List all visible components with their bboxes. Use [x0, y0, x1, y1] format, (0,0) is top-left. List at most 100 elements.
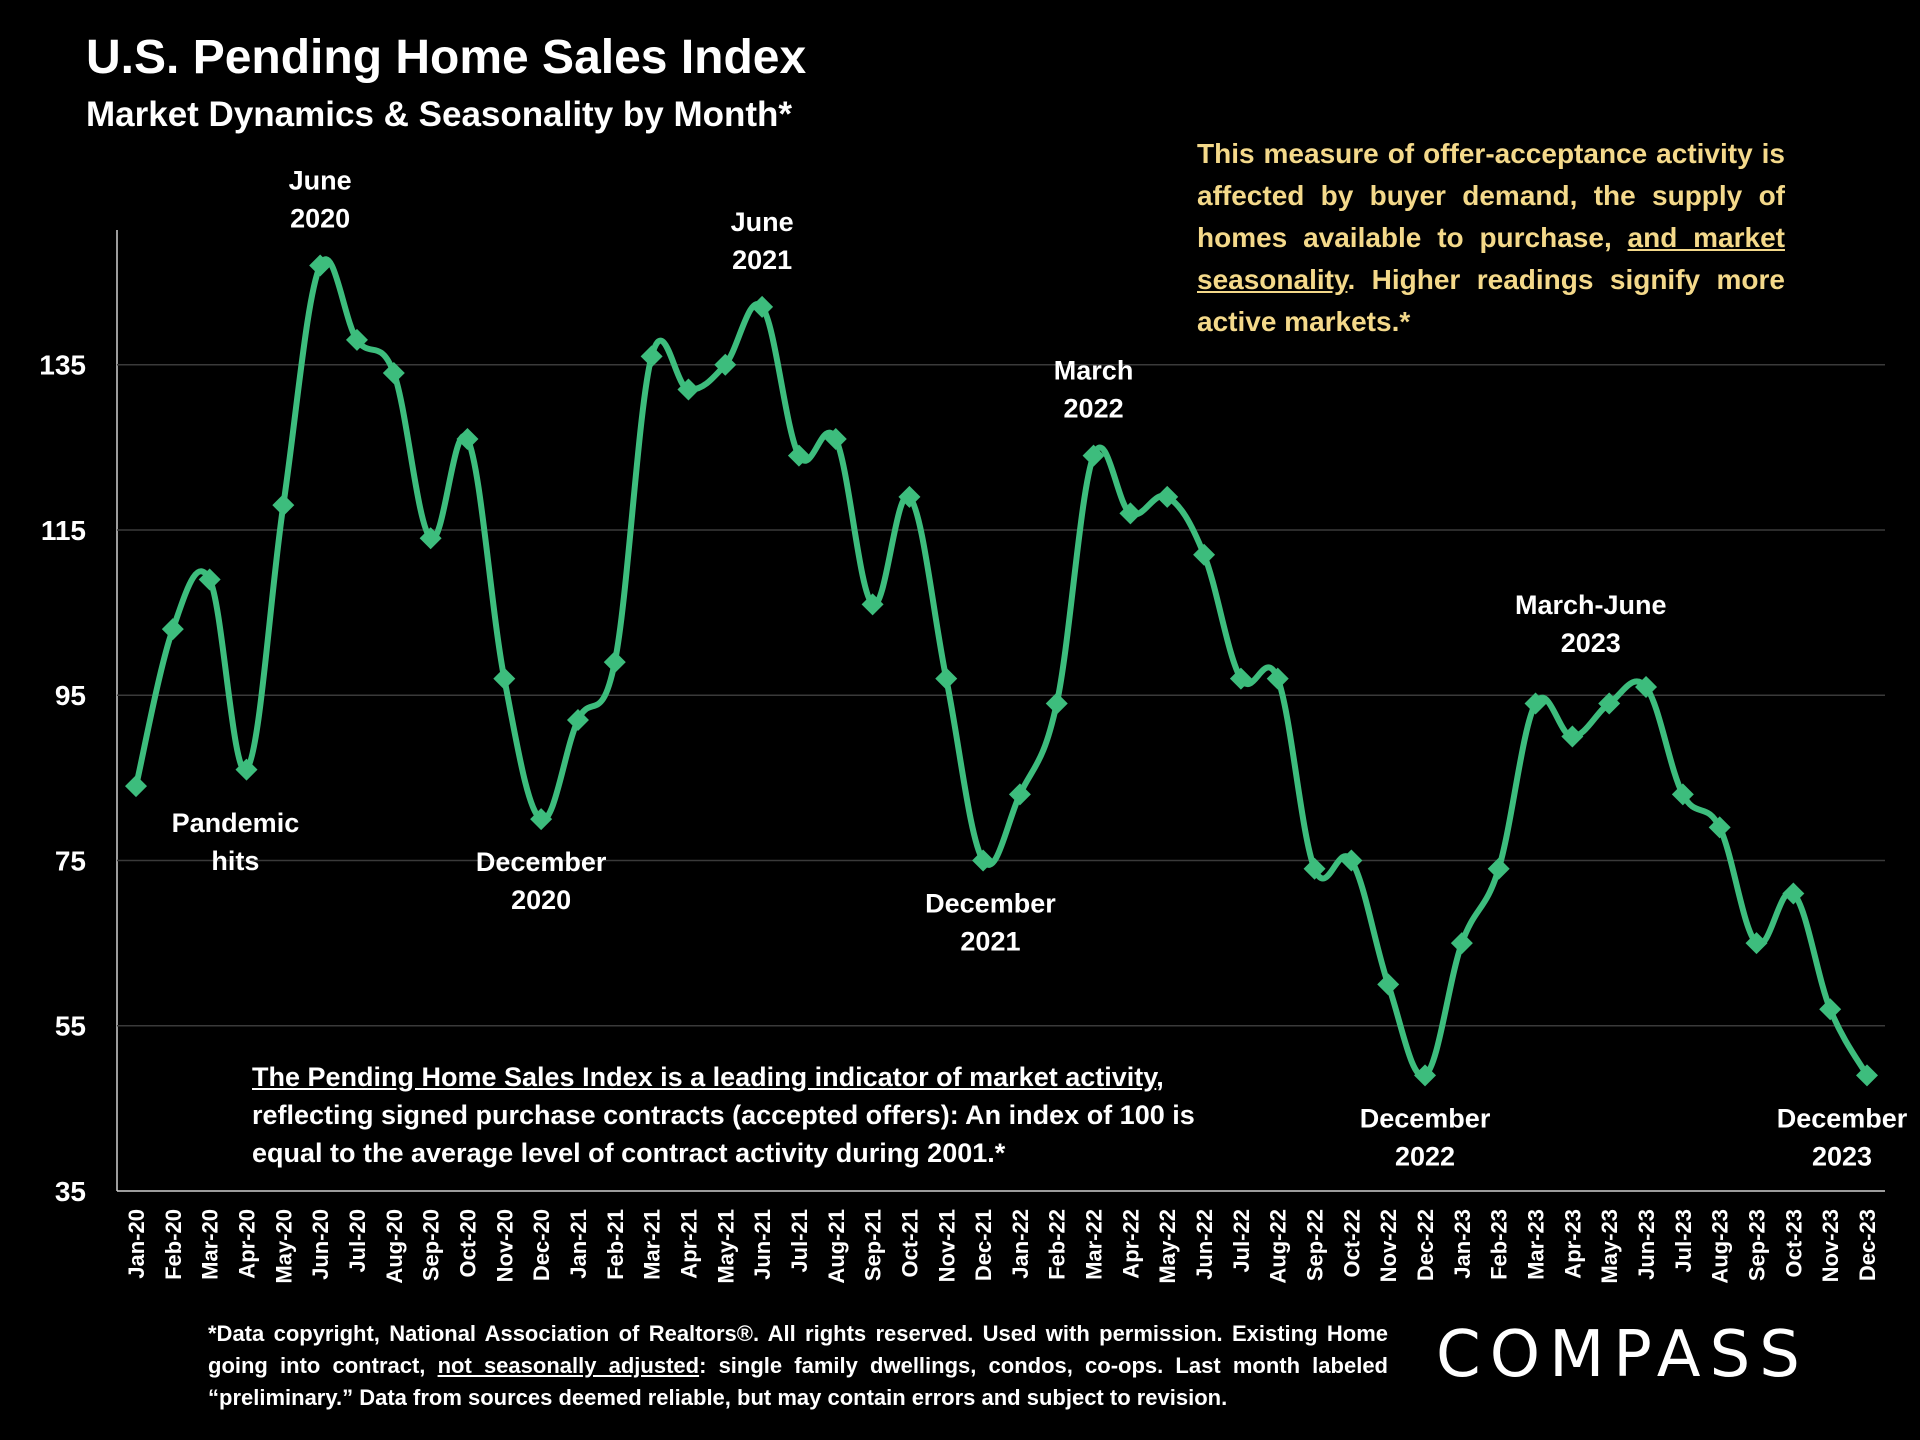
data-point	[382, 361, 405, 384]
description-part2: . Higher readings signify more active ma…	[1197, 264, 1785, 337]
x-tick-label: Jul-20	[345, 1209, 370, 1273]
y-tick-label: 115	[41, 515, 86, 546]
data-point	[1008, 783, 1031, 806]
x-tick-label: Nov-21	[934, 1209, 959, 1282]
chart-annotation: June 2020	[289, 166, 352, 234]
chart-annotation-line: June	[289, 166, 352, 196]
data-point	[1856, 1064, 1878, 1087]
footnote-part1: *Data copyright, National Association of…	[208, 1321, 1388, 1378]
chart-annotation-line: December	[476, 847, 607, 877]
x-tick-label: Feb-21	[603, 1209, 628, 1280]
chart-annotation: December 2022	[1360, 1103, 1491, 1171]
x-tick-label: Apr-20	[234, 1209, 259, 1279]
data-point	[1487, 857, 1510, 880]
chart-annotation-line: hits	[211, 846, 259, 876]
chart-annotation-line: 2022	[1395, 1141, 1455, 1171]
chart-annotation-line: 2023	[1812, 1141, 1872, 1171]
x-tick-label: Jun-23	[1634, 1209, 1659, 1280]
data-point	[566, 709, 589, 732]
line-chart: 35 55 75 95 115 135 Jan-20 Feb-20 Mar-20 Apr-20 M…	[39, 166, 1908, 1284]
data-point	[1524, 692, 1547, 715]
data-point	[309, 254, 332, 277]
x-tick-label: Apr-23	[1560, 1209, 1585, 1279]
x-tick-label: May-21	[713, 1209, 738, 1284]
x-tick-label: Jan-22	[1008, 1209, 1033, 1279]
x-tick-label: Jul-21	[787, 1209, 812, 1273]
x-tick-label: Aug-22	[1266, 1209, 1291, 1284]
description-part1: This measure of offer-acceptance activit…	[1197, 138, 1785, 253]
data-point	[751, 295, 774, 318]
chart-annotation: March 2022	[1054, 356, 1134, 424]
data-point	[272, 494, 295, 517]
x-tick-label: Sep-20	[419, 1209, 444, 1281]
data-point	[603, 651, 626, 674]
data-point	[1635, 675, 1658, 698]
data-point	[1229, 667, 1252, 690]
data-point	[1082, 444, 1105, 467]
y-tick-label: 95	[55, 680, 86, 711]
x-tick-label: Sep-21	[861, 1209, 886, 1281]
y-tick-label: 75	[55, 845, 86, 876]
x-tick-label: Jul-22	[1229, 1209, 1254, 1273]
x-tick-label: Oct-20	[455, 1209, 480, 1277]
data-point	[1377, 973, 1400, 996]
x-tick-label: Jan-21	[566, 1209, 591, 1279]
chart-annotation-line: Pandemic	[172, 808, 300, 838]
data-point	[1414, 1064, 1437, 1087]
data-point	[935, 667, 958, 690]
data-point	[456, 428, 479, 451]
y-tick-label: 55	[55, 1011, 86, 1042]
data-point	[1671, 783, 1694, 806]
index-explanation-underlined: The Pending Home Sales Index is a leadin…	[252, 1062, 1157, 1092]
x-tick-label: Nov-20	[492, 1209, 517, 1282]
x-tick-label: Oct-22	[1339, 1209, 1364, 1277]
chart-annotation-line: 2021	[732, 245, 792, 275]
footnote-underlined: not seasonally adjusted	[437, 1353, 700, 1378]
x-tick-label: Feb-22	[1045, 1209, 1070, 1280]
x-tick-label: Aug-21	[824, 1209, 849, 1284]
footnote: *Data copyright, National Association of…	[208, 1318, 1388, 1414]
data-point	[419, 527, 442, 550]
chart-annotation-line: March	[1054, 356, 1134, 386]
data-point	[1450, 932, 1473, 955]
data-point	[1819, 998, 1842, 1021]
chart-subtitle: Market Dynamics & Seasonality by Month*	[86, 95, 793, 134]
x-tick-label: Nov-23	[1818, 1209, 1843, 1282]
x-tick-label: Apr-21	[676, 1209, 701, 1279]
chart-annotation: December 2021	[925, 888, 1056, 956]
x-tick-label: Oct-23	[1781, 1209, 1806, 1277]
chart-annotation-line: June	[731, 207, 794, 237]
x-tick-label: Mar-20	[198, 1209, 223, 1280]
data-point	[1561, 725, 1584, 748]
data-point	[1266, 667, 1289, 690]
data-point	[972, 849, 995, 872]
x-tick-label: May-20	[271, 1209, 296, 1284]
chart-annotation: Pandemic hits	[172, 808, 300, 876]
x-tick-label: Mar-23	[1524, 1209, 1549, 1280]
index-explanation: The Pending Home Sales Index is a leadin…	[252, 1058, 1212, 1172]
x-tick-label: Dec-20	[529, 1209, 554, 1281]
x-tick-label: May-23	[1597, 1209, 1622, 1284]
data-point	[530, 808, 553, 831]
data-point	[1708, 816, 1731, 839]
data-point	[1193, 543, 1216, 566]
x-tick-label: Feb-23	[1487, 1209, 1512, 1280]
x-tick-label: Dec-23	[1855, 1209, 1880, 1281]
x-tick-label: Aug-23	[1708, 1209, 1733, 1284]
chart-title: U.S. Pending Home Sales Index	[86, 31, 807, 84]
description-link: and market seasonality	[1197, 222, 1785, 295]
chart-annotation-line: December	[1777, 1103, 1908, 1133]
data-point	[1340, 849, 1363, 872]
data-point	[161, 618, 184, 641]
data-point	[677, 378, 700, 401]
chart-annotation-line: 2020	[511, 885, 571, 915]
chart-annotation: March-June 2023	[1515, 590, 1667, 658]
chart-annotation-line: December	[925, 888, 1056, 918]
chart-annotation-line: March-June	[1515, 590, 1667, 620]
data-point	[125, 775, 147, 798]
x-tick-label: Dec-22	[1413, 1209, 1438, 1281]
data-point	[345, 328, 368, 351]
data-point	[861, 593, 884, 616]
x-tick-label: Jan-23	[1450, 1209, 1475, 1279]
x-tick-label: Oct-21	[897, 1209, 922, 1277]
